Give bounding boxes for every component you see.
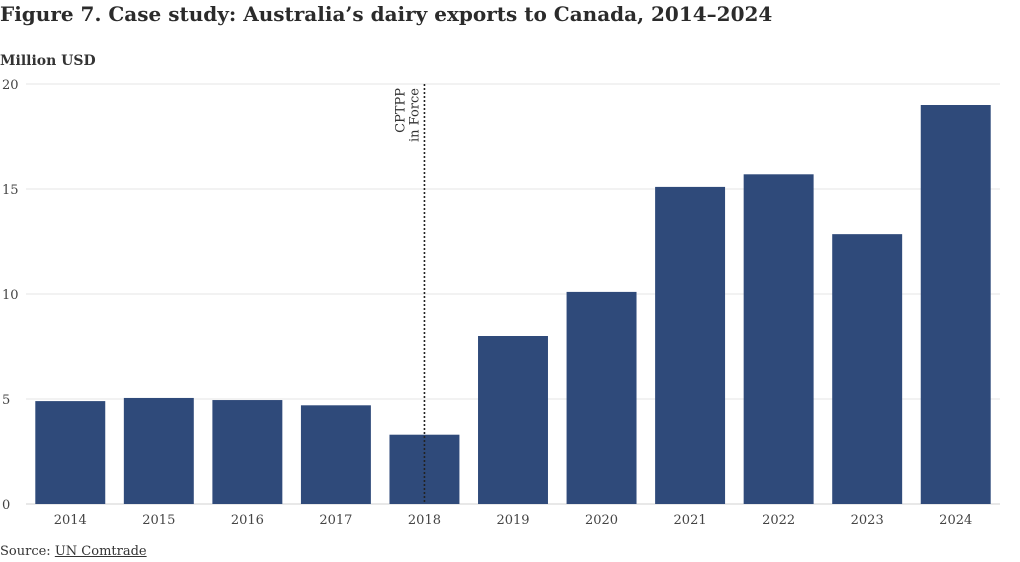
x-tick-labels: 2014 2015 2016 2017 2018 2019 2020 2021 2022 2023… (54, 513, 973, 528)
y-tick-label-20: 20 (2, 78, 19, 93)
bar-2024 (920, 105, 991, 504)
y-tick-label-5: 5 (2, 393, 10, 408)
x-tick-label-2015: 2015 (142, 513, 175, 528)
y-tick-label-0: 0 (2, 498, 10, 513)
source-link[interactable]: UN Comtrade (54, 544, 147, 559)
x-tick-label-2023: 2023 (851, 513, 884, 528)
bar-2023 (832, 234, 903, 504)
bar-2015 (123, 397, 194, 504)
source-note: Source: UN Comtrade (0, 544, 147, 559)
bar-2014 (35, 401, 106, 504)
x-tick-label-2014: 2014 (54, 513, 87, 528)
cptpp-annotation: CPTPPin Force (393, 84, 426, 504)
source-label: Source: (0, 544, 51, 559)
x-tick-label-2021: 2021 (674, 513, 707, 528)
x-tick-label-2024: 2024 (939, 513, 972, 528)
bar-2019 (478, 336, 548, 504)
bar-2020 (566, 291, 637, 504)
x-tick-label-2018: 2018 (408, 513, 441, 528)
cptpp-annotation-text: CPTPPin Force (393, 88, 422, 142)
cptpp-annotation-line-2: in Force (407, 88, 422, 142)
bars (35, 105, 991, 505)
y-axis-label: Million USD (0, 53, 96, 69)
bar-2022 (743, 174, 814, 505)
x-tick-label-2022: 2022 (762, 513, 795, 528)
y-tick-label-15: 15 (2, 183, 19, 198)
chart-title: Figure 7. Case study: Australia’s dairy … (0, 2, 773, 26)
bar-2016 (212, 400, 283, 504)
cptpp-annotation-line-1: CPTPP (393, 88, 408, 133)
x-tick-label-2017: 2017 (319, 513, 352, 528)
x-tick-label-2019: 2019 (496, 513, 529, 528)
x-tick-label-2020: 2020 (585, 513, 618, 528)
y-tick-labels: 0 5 10 15 20 (2, 78, 19, 513)
bar-2021 (655, 186, 726, 504)
bar-2017 (300, 405, 371, 504)
y-tick-label-10: 10 (2, 288, 19, 303)
x-tick-label-2016: 2016 (231, 513, 264, 528)
